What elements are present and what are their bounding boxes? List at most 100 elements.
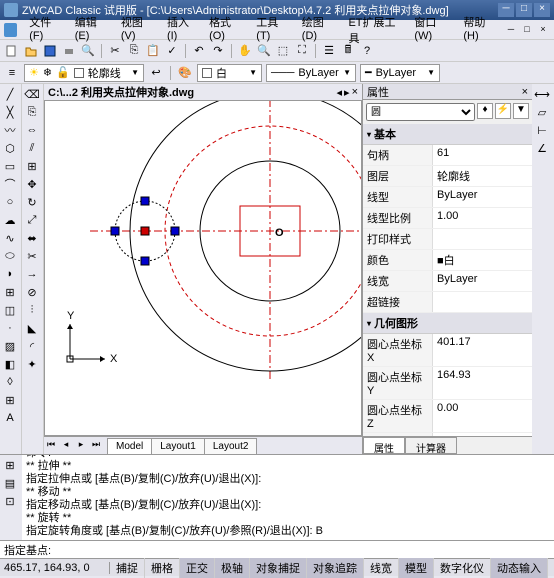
- prop-row[interactable]: 线型ByLayer: [363, 187, 532, 208]
- ellipse-icon[interactable]: ⬭: [2, 248, 18, 264]
- copy-icon[interactable]: ⎘: [126, 43, 142, 59]
- line-icon[interactable]: ╱: [2, 86, 18, 102]
- point-icon[interactable]: ·: [2, 320, 18, 336]
- tab-next-icon[interactable]: ▸: [74, 439, 88, 453]
- redo-icon[interactable]: ↷: [210, 43, 226, 59]
- mdi-minimize[interactable]: ─: [504, 24, 518, 36]
- tab-left-icon[interactable]: ◂: [337, 86, 343, 99]
- array-icon[interactable]: ⊞: [24, 158, 40, 174]
- explode-icon[interactable]: ✦: [24, 356, 40, 372]
- prop-row[interactable]: 圆心点坐标X401.17: [363, 334, 532, 367]
- chamfer-icon[interactable]: ◣: [24, 320, 40, 336]
- fillet-icon[interactable]: ◜: [24, 338, 40, 354]
- tab-right-icon[interactable]: ▸: [344, 86, 350, 99]
- status-toggle[interactable]: 模型: [399, 558, 434, 578]
- maximize-button[interactable]: □: [516, 3, 532, 17]
- cmd-icon-3[interactable]: ⊡: [2, 493, 18, 509]
- offset-icon[interactable]: ⫽: [24, 140, 40, 156]
- match-icon[interactable]: ✓: [164, 43, 180, 59]
- menu-item[interactable]: 窗口(W): [408, 12, 457, 48]
- command-line[interactable]: 指定基点:: [0, 540, 554, 558]
- status-toggle[interactable]: 对象捕捉: [250, 558, 307, 578]
- print-icon[interactable]: [61, 43, 77, 59]
- doc-tab[interactable]: C:\...2 利用夹点拉伸对象.dwg: [48, 84, 194, 100]
- status-toggle[interactable]: 对象追踪: [307, 558, 364, 578]
- table-icon[interactable]: ⊞: [2, 392, 18, 408]
- tab-first-icon[interactable]: ⏮: [44, 439, 58, 453]
- scale-icon[interactable]: ⤢: [24, 212, 40, 228]
- property-grid[interactable]: ▾基本句柄61图层轮廓线线型ByLayer线型比例1.00打印样式颜色■白线宽B…: [363, 124, 532, 436]
- calc-icon[interactable]: 🖩: [340, 43, 356, 59]
- move-icon[interactable]: ✥: [24, 176, 40, 192]
- cmd-icon-2[interactable]: ▤: [2, 475, 18, 491]
- prop-row[interactable]: 颜色■白: [363, 250, 532, 271]
- color-dropdown[interactable]: 白 ▼: [197, 64, 262, 82]
- trim-icon[interactable]: ✂: [24, 248, 40, 264]
- prop-row[interactable]: 线型比例1.00: [363, 208, 532, 229]
- prop-filter-icon[interactable]: ▼: [513, 103, 529, 119]
- status-toggle[interactable]: 栅格: [145, 558, 180, 578]
- erase-icon[interactable]: ⌫: [24, 86, 40, 102]
- insert-icon[interactable]: ⊞: [2, 284, 18, 300]
- open-icon[interactable]: [23, 43, 39, 59]
- prop-row[interactable]: 圆心点坐标Y164.93: [363, 367, 532, 400]
- dim-icon[interactable]: ⊢: [534, 122, 550, 138]
- tab-close-icon[interactable]: ×: [352, 86, 358, 99]
- new-icon[interactable]: [4, 43, 20, 59]
- prop-group-header[interactable]: ▾几何图形: [363, 313, 532, 334]
- layout-tab[interactable]: Layout2: [204, 438, 258, 454]
- mdi-restore[interactable]: □: [520, 24, 534, 36]
- layer-prev-icon[interactable]: ↩: [148, 65, 164, 81]
- mdi-close[interactable]: ×: [536, 24, 550, 36]
- rect-icon[interactable]: ▭: [2, 158, 18, 174]
- status-toggle[interactable]: 捕捉: [110, 558, 145, 578]
- angle-icon[interactable]: ∠: [534, 140, 550, 156]
- tab-last-icon[interactable]: ⏭: [89, 439, 103, 453]
- prop-tab[interactable]: 计算器: [405, 437, 457, 454]
- rotate-icon[interactable]: ↻: [24, 194, 40, 210]
- area-icon[interactable]: ▱: [534, 104, 550, 120]
- prop-selection-dropdown[interactable]: 圆: [366, 103, 475, 121]
- break-icon[interactable]: ⊘: [24, 284, 40, 300]
- command-history[interactable]: 命令:另一角点:命令:另一角点:命令:** 拉伸 **指定拉伸点或 [基点(B)…: [22, 455, 554, 540]
- hatch-icon[interactable]: ▨: [2, 338, 18, 354]
- join-icon[interactable]: ⫶: [24, 302, 40, 318]
- prop-group-header[interactable]: ▾基本: [363, 124, 532, 145]
- ellarc-icon[interactable]: ◗: [2, 266, 18, 282]
- polygon-icon[interactable]: ⬡: [2, 140, 18, 156]
- lineweight-dropdown[interactable]: ━ ByLayer ▼: [360, 64, 440, 82]
- mirror-icon[interactable]: ⇔: [24, 122, 40, 138]
- prop-tab[interactable]: 属性: [363, 437, 405, 454]
- prop-row[interactable]: 打印样式: [363, 229, 532, 250]
- drawing-canvas[interactable]: OXY: [44, 100, 362, 436]
- status-toggle[interactable]: 线宽: [364, 558, 399, 578]
- tab-prev-icon[interactable]: ◂: [59, 439, 73, 453]
- status-toggle[interactable]: 正交: [180, 558, 215, 578]
- preview-icon[interactable]: 🔍: [80, 43, 96, 59]
- layer-mgr-icon[interactable]: ≡: [4, 65, 20, 81]
- menu-item[interactable]: 帮助(H): [457, 12, 504, 48]
- zoomext-icon[interactable]: ⛶: [294, 43, 310, 59]
- prop-quick-icon[interactable]: ⚡: [495, 103, 511, 119]
- props-icon[interactable]: ☰: [321, 43, 337, 59]
- linetype-dropdown[interactable]: ─── ByLayer ▼: [266, 64, 356, 82]
- undo-icon[interactable]: ↶: [191, 43, 207, 59]
- prop-row[interactable]: 图层轮廓线: [363, 166, 532, 187]
- prop-pick-icon[interactable]: ♦: [477, 103, 493, 119]
- extend-icon[interactable]: →: [24, 266, 40, 282]
- revcloud-icon[interactable]: ☁: [2, 212, 18, 228]
- paste-icon[interactable]: 📋: [145, 43, 161, 59]
- layer-dropdown[interactable]: ☀❄🔓 轮廓线 ▼: [24, 64, 144, 82]
- close-button[interactable]: ×: [534, 3, 550, 17]
- arc-icon[interactable]: ⌒: [2, 176, 18, 192]
- status-toggle[interactable]: 极轴: [215, 558, 250, 578]
- region-icon[interactable]: ◊: [2, 374, 18, 390]
- prop-close-icon[interactable]: ×: [522, 86, 528, 98]
- gradient-icon[interactable]: ◧: [2, 356, 18, 372]
- text-icon[interactable]: A: [2, 410, 18, 426]
- zoom-icon[interactable]: 🔍: [256, 43, 272, 59]
- block-icon[interactable]: ◫: [2, 302, 18, 318]
- pan-icon[interactable]: ✋: [237, 43, 253, 59]
- zoomwin-icon[interactable]: ⬚: [275, 43, 291, 59]
- prop-row[interactable]: 句柄61: [363, 145, 532, 166]
